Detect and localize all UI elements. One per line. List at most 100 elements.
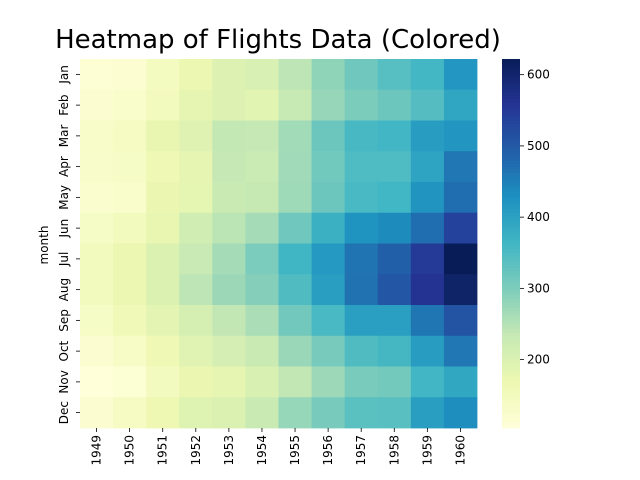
heatmap-cell bbox=[146, 366, 180, 398]
colorbar-segment bbox=[502, 351, 520, 355]
heatmap-cell bbox=[212, 335, 246, 367]
colorbar-segment bbox=[502, 246, 520, 251]
heatmap-cell bbox=[311, 243, 346, 275]
heatmap-cell bbox=[410, 274, 445, 306]
heatmap-cell bbox=[278, 182, 312, 214]
heatmap-cell bbox=[311, 212, 346, 244]
y-tick-label: Nov bbox=[57, 370, 71, 393]
heatmap-cell bbox=[80, 397, 114, 429]
heatmap-cell bbox=[377, 212, 412, 244]
colorbar-segment bbox=[502, 354, 520, 358]
heatmap-cell bbox=[212, 305, 246, 337]
colorbar-tick-label: 300 bbox=[527, 281, 550, 295]
colorbar-segment bbox=[502, 274, 520, 278]
colorbar-segment bbox=[502, 329, 520, 334]
y-tick-label: Oct bbox=[57, 340, 71, 361]
colorbar-segment bbox=[502, 421, 520, 426]
heatmap-cell bbox=[146, 274, 180, 306]
y-tick-label: Dec bbox=[57, 401, 71, 424]
heatmap-cell bbox=[212, 182, 246, 214]
colorbar-segment bbox=[502, 255, 520, 260]
colorbar-segment bbox=[502, 108, 520, 112]
y-tick-label: Feb bbox=[57, 95, 71, 116]
heatmap-cell bbox=[80, 212, 114, 244]
heatmap-cell bbox=[146, 212, 180, 244]
x-tick-label: 1960 bbox=[453, 435, 467, 466]
heatmap-cell bbox=[245, 151, 279, 183]
colorbar-segment bbox=[502, 225, 520, 229]
y-tick-label: Mar bbox=[57, 124, 71, 147]
colorbar-segment bbox=[502, 59, 520, 63]
y-tick-label: Aug bbox=[57, 278, 71, 301]
colorbar-segment bbox=[502, 135, 520, 140]
colorbar-segment bbox=[502, 151, 520, 155]
colorbar-segment bbox=[502, 400, 520, 404]
colorbar-segment bbox=[502, 148, 520, 152]
x-tick-label: 1954 bbox=[255, 435, 269, 466]
colorbar-segment bbox=[502, 86, 520, 91]
colorbar-segment bbox=[502, 271, 520, 275]
heatmap-cell bbox=[113, 397, 147, 429]
heatmap-cell bbox=[179, 335, 213, 367]
heatmap-cell bbox=[311, 274, 346, 306]
heatmap-cell bbox=[377, 366, 412, 398]
heatmap-cell bbox=[410, 59, 445, 91]
heatmap-cell bbox=[245, 397, 279, 429]
heatmap-cell bbox=[443, 397, 478, 429]
heatmap-cell bbox=[377, 182, 412, 214]
colorbar-segment bbox=[502, 178, 520, 183]
colorbar-segment bbox=[502, 132, 520, 137]
colorbar-segment bbox=[502, 182, 520, 186]
heatmap-cell bbox=[179, 305, 213, 337]
colorbar-segment bbox=[502, 378, 520, 383]
heatmap-cell bbox=[278, 59, 312, 91]
heatmap-cell bbox=[311, 151, 346, 183]
colorbar-segment bbox=[502, 95, 520, 100]
x-tick-labels: 1949 1950 1951 1952 1953 1954 1955 1956 1957 1958… bbox=[90, 428, 467, 466]
colorbar-segment bbox=[502, 412, 520, 417]
heatmap-cell bbox=[113, 59, 147, 91]
colorbar-segment bbox=[502, 209, 520, 214]
heatmap-cell bbox=[278, 212, 312, 244]
colorbar-tick-label: 500 bbox=[527, 139, 550, 153]
heatmap-cell bbox=[179, 212, 213, 244]
colorbar-segment bbox=[502, 409, 520, 414]
heatmap-cell bbox=[344, 120, 379, 152]
heatmap-cell bbox=[146, 305, 180, 337]
colorbar-segment bbox=[502, 280, 520, 284]
colorbar-segment bbox=[502, 394, 520, 398]
heatmap-cell bbox=[311, 59, 346, 91]
heatmap-cell bbox=[212, 397, 246, 429]
colorbar-segment bbox=[502, 384, 520, 389]
colorbar-segment bbox=[502, 203, 520, 208]
y-tick-label: Sep bbox=[57, 309, 71, 332]
colorbar-tick-label: 400 bbox=[527, 210, 550, 224]
heatmap-cell bbox=[212, 120, 246, 152]
colorbar-segment bbox=[502, 283, 520, 288]
colorbar-segment bbox=[502, 308, 520, 312]
colorbar-segment bbox=[502, 240, 520, 245]
x-tick-label: 1952 bbox=[189, 435, 203, 466]
heatmap-cell bbox=[113, 212, 147, 244]
x-tick-label: 1958 bbox=[387, 435, 401, 466]
colorbar-segment bbox=[502, 166, 520, 171]
colorbar-segment bbox=[502, 314, 520, 318]
colorbar-segment bbox=[502, 80, 520, 85]
colorbar-segment bbox=[502, 89, 520, 94]
colorbar-segment bbox=[502, 348, 520, 352]
colorbar-segment bbox=[502, 323, 520, 328]
heatmap-cell bbox=[212, 274, 246, 306]
heatmap-cell bbox=[80, 151, 114, 183]
colorbar-segment bbox=[502, 397, 520, 401]
colorbar-segment bbox=[502, 218, 520, 223]
colorbar-segment bbox=[502, 68, 520, 72]
y-tick-label: Jun bbox=[57, 219, 71, 239]
heatmap-cell bbox=[179, 182, 213, 214]
heatmap-cell bbox=[278, 89, 312, 121]
heatmap-cell bbox=[80, 366, 114, 398]
heatmap-cell bbox=[278, 151, 312, 183]
heatmap-cell bbox=[344, 182, 379, 214]
colorbar-segment bbox=[502, 129, 520, 134]
heatmap-cell bbox=[410, 212, 445, 244]
heatmap-cell bbox=[113, 151, 147, 183]
